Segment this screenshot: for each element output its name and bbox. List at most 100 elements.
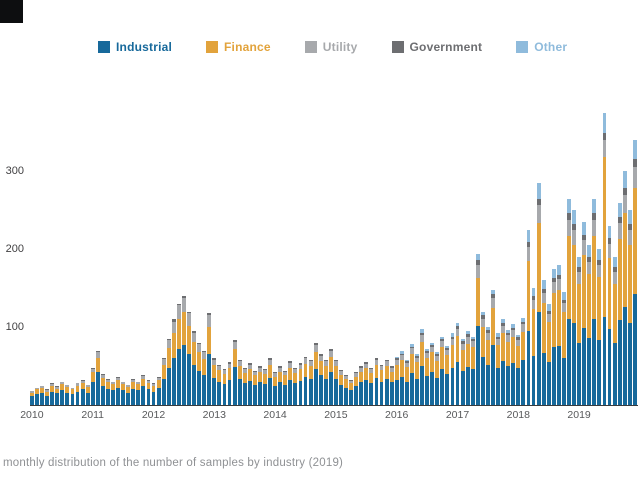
bar[interactable] [602, 113, 607, 405]
bar[interactable] [232, 339, 237, 405]
bar[interactable] [55, 386, 60, 405]
bar[interactable] [192, 331, 196, 405]
bar[interactable] [100, 373, 105, 405]
bar[interactable] [354, 372, 359, 405]
bar[interactable] [166, 338, 171, 405]
bar[interactable] [85, 384, 90, 405]
bar[interactable] [399, 350, 404, 405]
bar[interactable] [455, 323, 460, 405]
bar[interactable] [308, 359, 313, 405]
bar[interactable] [35, 387, 39, 405]
bar[interactable] [293, 367, 298, 405]
bar[interactable] [121, 381, 126, 405]
bar[interactable] [612, 257, 617, 405]
bar[interactable] [288, 361, 293, 405]
bar[interactable] [587, 245, 592, 405]
bar[interactable] [237, 359, 242, 405]
bar[interactable] [410, 344, 414, 405]
bar[interactable] [344, 375, 348, 405]
bar[interactable] [480, 311, 485, 405]
bar[interactable] [389, 366, 394, 405]
bar[interactable] [95, 350, 100, 405]
bar[interactable] [511, 324, 516, 405]
bar[interactable] [445, 345, 450, 405]
bar[interactable] [283, 370, 288, 405]
legend-item-other[interactable]: Other [516, 40, 567, 54]
bar[interactable] [582, 222, 587, 405]
bar[interactable] [526, 229, 531, 405]
bar[interactable] [318, 353, 323, 405]
bar[interactable] [572, 210, 576, 405]
bar[interactable] [252, 370, 257, 405]
bar[interactable] [303, 356, 308, 405]
bar[interactable] [90, 367, 95, 405]
bar[interactable] [415, 353, 419, 405]
bar[interactable] [156, 376, 161, 405]
bar[interactable] [146, 380, 151, 405]
bar[interactable] [430, 342, 435, 405]
bar[interactable] [425, 348, 430, 405]
bar[interactable] [222, 369, 227, 405]
bar[interactable] [116, 376, 120, 405]
bar[interactable] [328, 348, 333, 405]
legend-item-industrial[interactable]: Industrial [98, 40, 172, 54]
bar[interactable] [263, 369, 267, 405]
bar[interactable] [394, 356, 399, 405]
bar[interactable] [617, 202, 622, 405]
bar[interactable] [546, 303, 551, 405]
bar[interactable] [460, 338, 465, 405]
bar[interactable] [536, 183, 541, 405]
bar[interactable] [597, 249, 602, 405]
bar[interactable] [404, 359, 409, 405]
bar[interactable] [273, 372, 278, 405]
bar[interactable] [176, 303, 181, 405]
bar[interactable] [30, 391, 34, 405]
bar[interactable] [298, 362, 303, 405]
bar[interactable] [567, 198, 571, 405]
bar[interactable] [562, 292, 566, 405]
bar[interactable] [141, 375, 146, 405]
bar[interactable] [278, 366, 283, 405]
bar[interactable] [531, 288, 536, 405]
bar[interactable] [627, 210, 632, 405]
bar[interactable] [106, 378, 110, 405]
bar[interactable] [577, 257, 582, 405]
bar[interactable] [242, 367, 247, 405]
bar[interactable] [607, 225, 612, 405]
bar[interactable] [136, 381, 141, 405]
bar[interactable] [171, 319, 176, 405]
bar[interactable] [349, 380, 354, 405]
bar[interactable] [40, 385, 44, 405]
bar[interactable] [592, 198, 597, 405]
bar[interactable] [161, 358, 166, 405]
bar[interactable] [470, 336, 475, 405]
bar[interactable] [450, 333, 455, 405]
bar[interactable] [369, 367, 374, 405]
bar[interactable] [379, 364, 384, 405]
bar[interactable] [258, 366, 262, 405]
bar[interactable] [501, 319, 506, 405]
bar[interactable] [556, 264, 561, 405]
bar[interactable] [622, 171, 627, 405]
bar[interactable] [50, 383, 55, 405]
bar[interactable] [339, 369, 343, 405]
bar[interactable] [268, 358, 272, 405]
bar[interactable] [227, 362, 232, 405]
bar[interactable] [70, 387, 75, 405]
bar[interactable] [632, 140, 637, 405]
bar[interactable] [111, 381, 115, 405]
bar[interactable] [541, 280, 546, 405]
bar[interactable] [551, 268, 556, 405]
bar[interactable] [212, 358, 217, 405]
bar[interactable] [65, 384, 70, 405]
legend-item-utility[interactable]: Utility [304, 40, 358, 54]
bar[interactable] [435, 352, 440, 405]
bar[interactable] [475, 253, 480, 405]
bar[interactable] [217, 364, 222, 405]
bar[interactable] [131, 378, 136, 405]
legend-item-government[interactable]: Government [391, 40, 483, 54]
bar[interactable] [197, 342, 202, 405]
bar[interactable] [506, 330, 511, 405]
bar[interactable] [364, 362, 369, 405]
bar[interactable] [45, 389, 50, 405]
